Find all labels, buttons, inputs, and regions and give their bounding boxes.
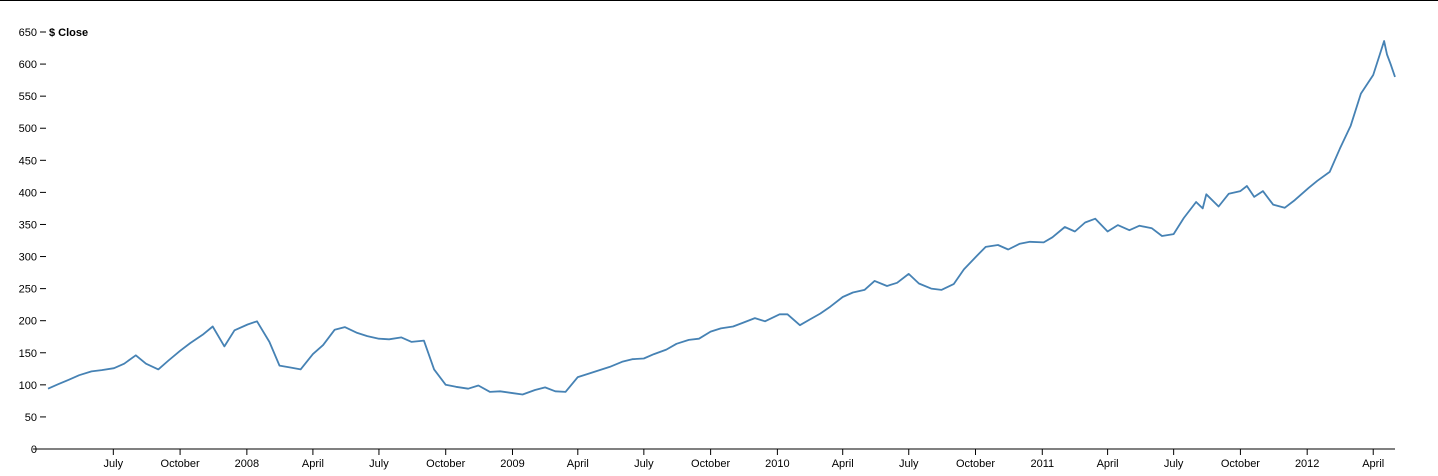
x-tick-label: 2011 (1030, 458, 1054, 470)
x-tick-label: October (956, 458, 995, 470)
y-axis-title: $ Close (49, 27, 88, 39)
x-tick-label: October (426, 458, 465, 470)
x-tick-label: October (161, 458, 200, 470)
y-tick-label: 550 (19, 91, 37, 103)
y-axis: 0 50 100 150 200 250 300 350 400 450 500 550 600 650 (19, 27, 46, 456)
x-tick-label: July (634, 458, 654, 470)
x-tick-label: April (567, 458, 589, 470)
close-price-line (47, 40, 1396, 396)
y-tick-label: 0 (31, 444, 37, 456)
top-border (0, 0, 1438, 1)
y-tick-label: 50 (25, 412, 37, 424)
x-tick-label: 2009 (500, 458, 524, 470)
y-tick-label: 650 (19, 27, 37, 39)
x-tick-label: 2012 (1295, 458, 1319, 470)
x-tick-label: April (1097, 458, 1119, 470)
x-tick-label: 2010 (765, 458, 789, 470)
y-tick-label: 300 (19, 252, 37, 264)
x-tick-label: October (1221, 458, 1260, 470)
y-tick-label: 600 (19, 59, 37, 71)
y-tick-label: 250 (19, 284, 37, 296)
x-tick-label: July (369, 458, 389, 470)
x-tick-label: July (1164, 458, 1184, 470)
x-tick-label: 2008 (235, 458, 259, 470)
y-tick-label: 100 (19, 380, 37, 392)
y-tick-label: 450 (19, 155, 37, 167)
x-tick-label: July (899, 458, 919, 470)
x-tick-label: October (691, 458, 730, 470)
y-tick-label: 350 (19, 219, 37, 231)
x-axis: July October 2008 April July October 2009 April… (33, 448, 1395, 470)
x-tick-label: July (104, 458, 124, 470)
y-tick-label: 150 (19, 348, 37, 360)
y-tick-label: 400 (19, 187, 37, 199)
x-tick-label: April (1362, 458, 1384, 470)
y-tick-label: 200 (19, 316, 37, 328)
x-tick-label: April (302, 458, 324, 470)
y-tick-label: 500 (19, 123, 37, 135)
x-tick-label: April (832, 458, 854, 470)
